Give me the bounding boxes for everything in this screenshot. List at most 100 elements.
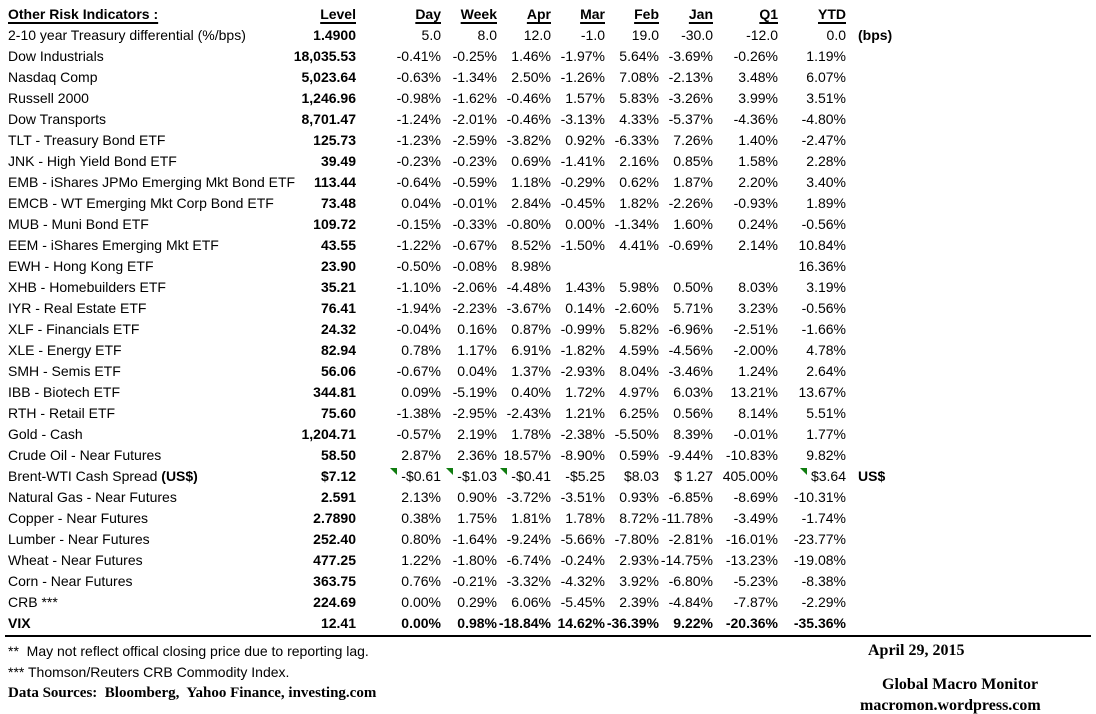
period-value: -6.80% bbox=[668, 572, 713, 589]
source-url: macromon.wordpress.com bbox=[860, 697, 1041, 714]
period-value: 2.84% bbox=[511, 194, 551, 211]
period-value: 0.98% bbox=[457, 614, 497, 631]
level-value: 58.50 bbox=[320, 446, 356, 463]
period-value: -2.29% bbox=[801, 593, 846, 610]
row-label: Dow Industrials bbox=[8, 47, 104, 64]
table-row: JNK - High Yield Bond ETF 39.49 -0.23% -0.2… bbox=[8, 150, 1096, 171]
table-row: EMB - iShares JPMo Emerging Mkt Bond ETF… bbox=[8, 171, 1096, 192]
period-value: 1.82% bbox=[619, 194, 659, 211]
period-value: -1.0 bbox=[580, 26, 605, 43]
table-row: Gold - Cash 1,204.71 -0.57% 2.19% 1.78% -2.38… bbox=[8, 423, 1096, 444]
level-value: 125.73 bbox=[313, 131, 356, 148]
period-value: 0.29% bbox=[457, 593, 497, 610]
footnote-reporting-lag: ** May not reflect offical closing price… bbox=[8, 643, 369, 659]
period-value: 0.00% bbox=[401, 614, 441, 631]
cell-corner-marker-icon bbox=[799, 467, 807, 475]
period-value: -4.80% bbox=[801, 110, 846, 127]
period-value: 1.89% bbox=[806, 194, 846, 211]
period-value: 4.59% bbox=[619, 341, 659, 358]
period-value: -0.98% bbox=[396, 89, 441, 106]
period-value: 4.41% bbox=[619, 236, 659, 253]
level-value: 252.40 bbox=[313, 530, 356, 547]
footnote-crb-index: *** Thomson/Reuters CRB Commodity Index. bbox=[8, 664, 290, 680]
period-value: 3.23% bbox=[738, 299, 778, 316]
period-value: -1.10% bbox=[396, 278, 441, 295]
period-value: -5.50% bbox=[614, 425, 659, 442]
period-value: -20.36% bbox=[725, 614, 778, 631]
period-value: 0.24% bbox=[738, 215, 778, 232]
period-value: -0.23% bbox=[452, 152, 497, 169]
column-header-feb: Feb bbox=[634, 5, 659, 22]
table-row: Wheat - Near Futures 477.25 1.22% -1.80% -6.… bbox=[8, 549, 1096, 570]
table-header-row: Other Risk Indicators : Level Day Week Apr M… bbox=[8, 3, 1096, 24]
period-value: -1.34% bbox=[614, 215, 659, 232]
period-value: $ 1.27 bbox=[674, 467, 713, 484]
period-value: -18.84% bbox=[498, 614, 551, 631]
period-value: -5.19% bbox=[452, 383, 497, 400]
period-value: -2.47% bbox=[801, 131, 846, 148]
period-value: -2.06% bbox=[452, 278, 497, 295]
table-title: Other Risk Indicators : bbox=[8, 5, 159, 22]
cell-corner-marker-icon bbox=[446, 467, 454, 475]
period-value: -7.80% bbox=[614, 530, 659, 547]
row-label: TLT - Treasury Bond ETF bbox=[8, 131, 166, 148]
period-value: 8.52% bbox=[511, 236, 551, 253]
period-value: 2.19% bbox=[457, 425, 497, 442]
period-value: 0.0 bbox=[826, 26, 846, 43]
period-value: -35.36% bbox=[793, 614, 846, 631]
level-value: 39.49 bbox=[320, 152, 356, 169]
column-header-apr: Apr bbox=[526, 5, 551, 22]
period-value: 1.75% bbox=[457, 509, 497, 526]
period-value: 3.48% bbox=[738, 68, 778, 85]
period-value: -$0.41 bbox=[497, 467, 551, 484]
column-header-day: Day bbox=[415, 5, 441, 22]
period-value: 0.69% bbox=[511, 152, 551, 169]
row-label: XLE - Energy ETF bbox=[8, 341, 122, 358]
period-value: 8.14% bbox=[738, 404, 778, 421]
period-value: -2.93% bbox=[560, 362, 605, 379]
period-value: 0.62% bbox=[619, 173, 659, 190]
row-label: EEM - iShares Emerging Mkt ETF bbox=[8, 236, 219, 253]
period-value: -9.44% bbox=[668, 446, 713, 463]
table-row: Corn - Near Futures 363.75 0.76% -0.21% -3.3… bbox=[8, 570, 1096, 591]
row-label: Brent-WTI Cash Spread (US$) bbox=[8, 467, 198, 484]
table-row: Brent-WTI Cash Spread (US$) $7.12 -$0.61 -$… bbox=[8, 465, 1096, 486]
period-value: 1.58% bbox=[738, 152, 778, 169]
row-label: Copper - Near Futures bbox=[8, 509, 149, 526]
level-value: 12.41 bbox=[320, 614, 356, 631]
period-value: -2.38% bbox=[560, 425, 605, 442]
period-value: -11.78% bbox=[661, 509, 713, 526]
period-value: 16.36% bbox=[798, 257, 846, 274]
period-value: 0.00% bbox=[565, 215, 605, 232]
period-value: 0.56% bbox=[673, 404, 713, 421]
period-value: 2.14% bbox=[738, 236, 778, 253]
period-value: -16.01% bbox=[725, 530, 778, 547]
period-value: 4.97% bbox=[619, 383, 659, 400]
period-value: -1.50% bbox=[560, 236, 605, 253]
level-value: 2.591 bbox=[320, 488, 356, 505]
period-value: -0.99% bbox=[560, 320, 605, 337]
period-value: -2.60% bbox=[614, 299, 659, 316]
period-value: 5.71% bbox=[673, 299, 713, 316]
level-value: 2.7890 bbox=[313, 509, 356, 526]
period-value: -1.26% bbox=[560, 68, 605, 85]
period-value: -1.66% bbox=[801, 320, 846, 337]
period-value: 7.26% bbox=[673, 131, 713, 148]
table-row: Dow Industrials 18,035.53 -0.41% -0.25% 1.46… bbox=[8, 45, 1096, 66]
data-sources-line: Data Sources: Bloomberg, Yahoo Finance, … bbox=[8, 685, 377, 701]
period-value: -6.74% bbox=[506, 551, 551, 568]
row-label: EMCB - WT Emerging Mkt Corp Bond ETF bbox=[8, 194, 274, 211]
period-value: $8.03 bbox=[623, 467, 659, 484]
period-value: 1.87% bbox=[673, 173, 713, 190]
table-row: IYR - Real Estate ETF 76.41 -1.94% -2.23% -3… bbox=[8, 297, 1096, 318]
row-label: Crude Oil - Near Futures bbox=[8, 446, 162, 463]
period-value: -8.38% bbox=[801, 572, 846, 589]
period-value: 1.57% bbox=[565, 89, 605, 106]
period-value: -2.95% bbox=[452, 404, 497, 421]
period-value: -2.51% bbox=[733, 320, 778, 337]
period-value: -4.84% bbox=[668, 593, 713, 610]
period-value: -2.23% bbox=[452, 299, 497, 316]
period-value: -4.56% bbox=[668, 341, 713, 358]
period-value: 2.93% bbox=[619, 551, 659, 568]
